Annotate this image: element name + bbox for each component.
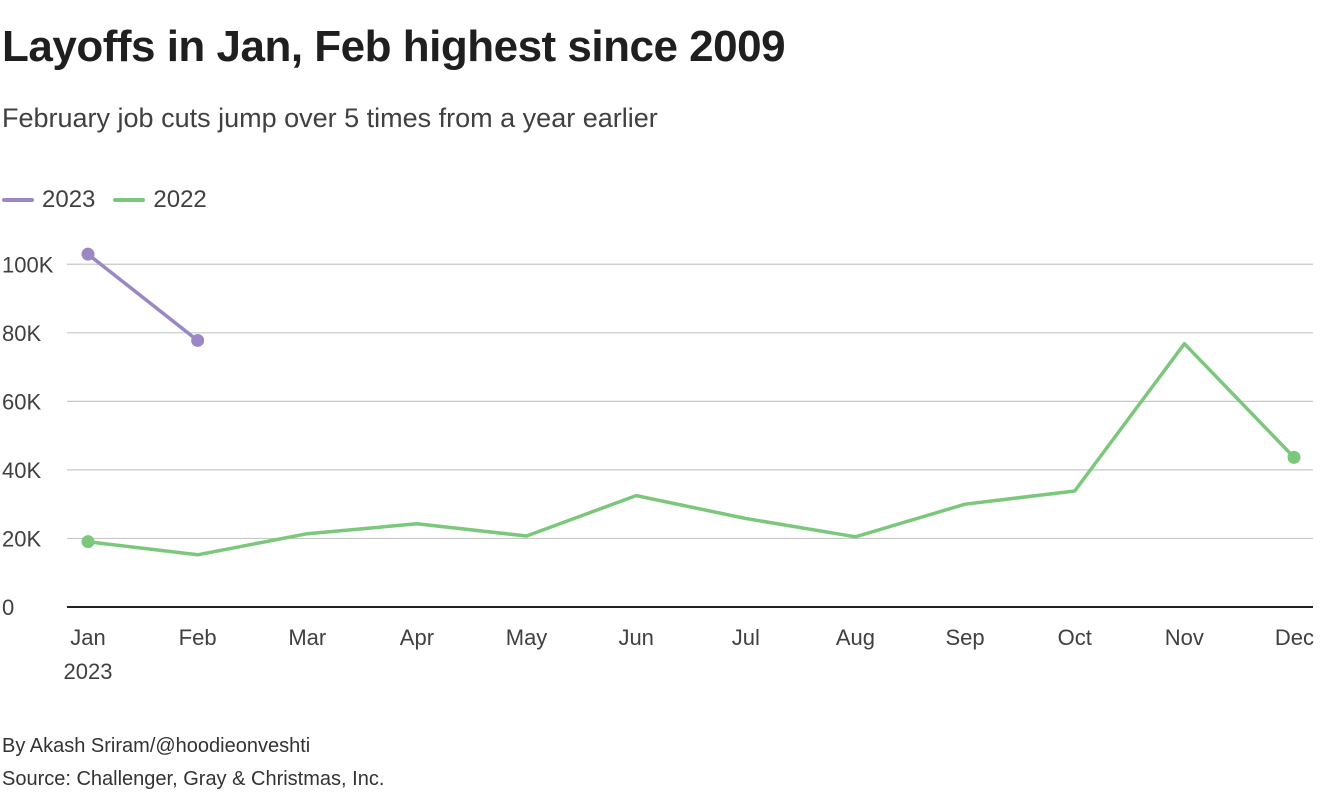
source-note: Source: Challenger, Gray & Christmas, In… <box>2 768 385 790</box>
y-tick-label-5: 100K <box>2 252 54 277</box>
x-tick-label-jul: Jul <box>732 625 760 650</box>
y-tick-label-2: 40K <box>2 458 41 483</box>
x-tick-label-dec: Dec <box>1275 625 1314 650</box>
legend-swatch-2023 <box>2 198 34 202</box>
series-point-2023-feb <box>191 333 205 347</box>
legend-item-2023: 2023 <box>2 186 95 214</box>
series-point-2022-jan <box>81 535 95 549</box>
legend-item-2022: 2022 <box>113 186 207 214</box>
x-tick-label-aug: Aug <box>836 625 875 650</box>
series-line-2022 <box>86 341 1296 557</box>
y-tick-label-3: 60K <box>2 389 41 414</box>
x-tick-sublabel: 2023 <box>64 659 113 684</box>
x-tick-label-nov: Nov <box>1165 625 1204 650</box>
x-tick-label-jan: Jan <box>70 625 105 650</box>
byline: By Akash Sriram/@hoodieonveshti <box>2 735 311 757</box>
y-tick-label-4: 80K <box>2 321 41 346</box>
y-tick-label-1: 20K <box>2 526 41 551</box>
x-tick-label-jun: Jun <box>618 625 653 650</box>
chart-legend: 2023 2022 <box>2 186 225 214</box>
chart-title: Layoffs in Jan, Feb highest since 2009 <box>2 22 786 71</box>
x-tick-label-mar: Mar <box>288 625 326 650</box>
series-point-2022-dec <box>1287 450 1301 464</box>
x-tick-label-may: May <box>506 625 548 650</box>
y-tick-label-0: 0 <box>2 595 14 620</box>
line-chart: 0 20K 40K 60K 80K 100K Jan Feb Mar Apr May Jun Jul Au… <box>2 247 1314 684</box>
series-point-2023-jan <box>81 247 95 261</box>
series-line-2023 <box>86 252 200 343</box>
x-tick-label-oct: Oct <box>1058 625 1092 650</box>
legend-label-2023: 2023 <box>42 186 96 213</box>
legend-swatch-2022 <box>113 198 146 202</box>
chart-subtitle: February job cuts jump over 5 times from… <box>2 103 658 133</box>
x-tick-label-apr: Apr <box>400 625 434 650</box>
x-tick-label-sep: Sep <box>946 625 985 650</box>
legend-label-2022: 2022 <box>153 186 207 213</box>
x-tick-label-feb: Feb <box>179 625 217 650</box>
